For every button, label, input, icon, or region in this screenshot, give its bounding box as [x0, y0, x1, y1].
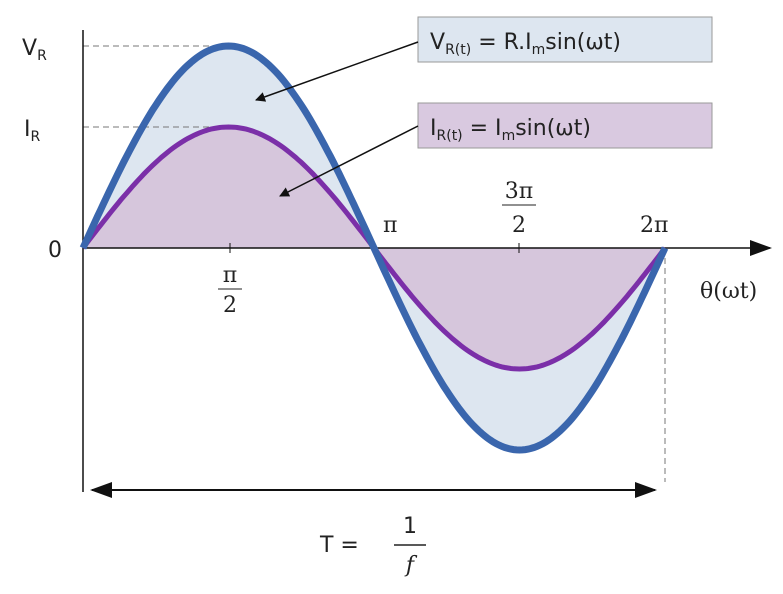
origin-label: 0	[48, 238, 62, 263]
period-den: f	[404, 553, 418, 578]
period-num: 1	[403, 514, 417, 539]
period-lhs: T =	[319, 533, 359, 558]
pointer	[279, 125, 419, 197]
pointer	[255, 41, 419, 102]
x-label: π	[383, 213, 397, 238]
legend-box-i	[417, 102, 713, 149]
x-label-den: 2	[512, 213, 526, 238]
x-label-den: 2	[223, 293, 237, 318]
y-label-v: VR	[22, 36, 47, 64]
x-title: θ(ωt)	[700, 279, 757, 304]
v-curve	[79, 42, 669, 454]
x-label-num: π	[223, 263, 237, 288]
y-label-i: IR	[24, 117, 41, 145]
legend-box-v	[417, 16, 713, 63]
x-label-num: 3π	[505, 179, 533, 204]
legend-v: VR(t) = R.Imsin(ωt)	[430, 30, 621, 58]
legend-i: IR(t) = Imsin(ωt)	[430, 116, 591, 144]
x-label: 2π	[640, 213, 668, 238]
